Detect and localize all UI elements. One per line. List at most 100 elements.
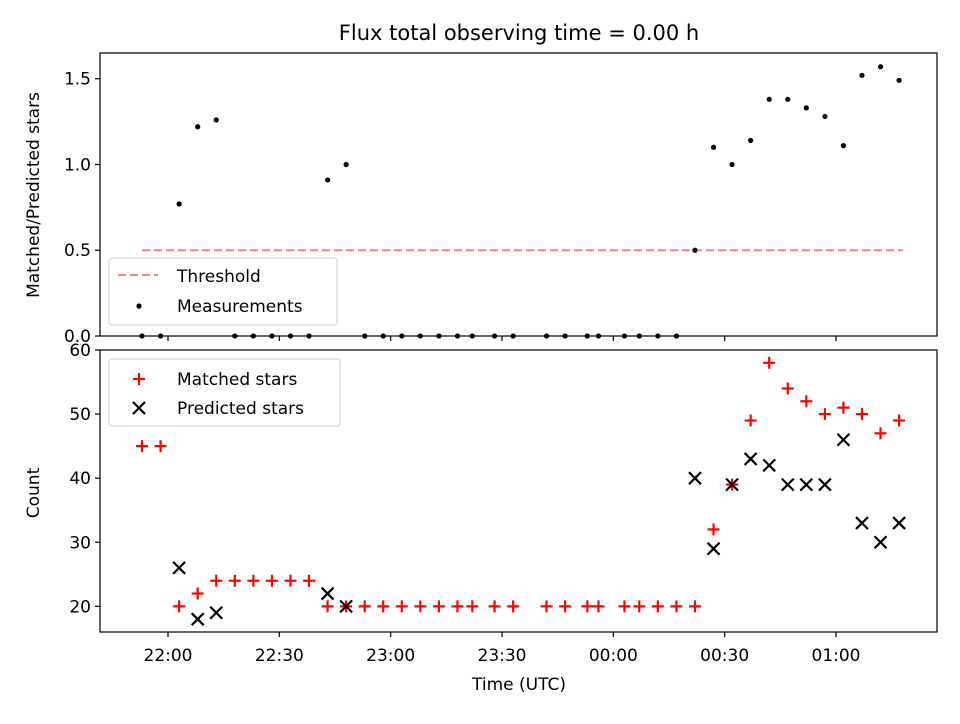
legend-matched-label: Matched stars	[177, 370, 297, 390]
matched-star-point	[744, 414, 757, 427]
x-tick-label: 00:30	[700, 646, 749, 666]
x-tick-label: 23:00	[366, 646, 415, 666]
matched-star-point	[136, 440, 149, 453]
predicted-star-point	[780, 477, 795, 492]
matched-star-point	[837, 401, 850, 414]
matched-star-point	[488, 600, 501, 613]
top-x-axis	[167, 336, 837, 341]
top-y-tick-label: 1.0	[64, 155, 91, 175]
measurement-point	[859, 72, 865, 78]
measurement-point	[692, 247, 698, 253]
bottom-y-tick-label: 30	[69, 533, 91, 553]
top-y-tick-label: 1.5	[64, 70, 91, 90]
x-tick-label: 22:00	[144, 646, 193, 666]
predicted-star-point	[799, 477, 814, 492]
matched-star-point	[592, 600, 605, 613]
top-y-tick-label: 0.0	[64, 327, 91, 347]
measurement-point	[710, 144, 717, 150]
bottom-y-tick-label: 40	[69, 469, 91, 489]
matched-star-point	[581, 600, 594, 613]
chart-title: Flux total observing time = 0.00 h	[339, 21, 699, 45]
legend-matched-swatch	[133, 373, 145, 385]
predicted-star-point	[706, 541, 721, 556]
predicted-star-point	[320, 586, 335, 601]
bottom-panel: 20 30 40 50 60 22:00 22:30 23:00 23:30 00:00 00:3…	[24, 341, 938, 666]
predicted-star-point	[688, 471, 702, 485]
predicted-star-point	[209, 605, 224, 620]
matched-star-point	[358, 600, 371, 613]
x-tick-label: 00:00	[589, 646, 638, 666]
legend-predicted-swatch	[132, 401, 146, 415]
top-panel: 0.0 0.5 1.0 1.5 Matched/Predicted stars Thr…	[24, 52, 938, 347]
bottom-legend: Matched stars Predicted stars	[108, 358, 341, 427]
measurement-point	[840, 143, 847, 149]
matched-star-point	[432, 600, 445, 613]
matched-star-point	[507, 600, 520, 613]
measurement-point	[729, 161, 735, 168]
matched-star-point	[228, 574, 241, 587]
legend-matched-marker	[133, 373, 145, 385]
predicted-star-point	[836, 432, 851, 447]
x-tick-label: 23:30	[478, 646, 527, 666]
measurement-point	[822, 113, 828, 120]
matched-star-point	[191, 587, 204, 600]
legend-measurements-label: Measurements	[177, 297, 303, 317]
predicted-star-point	[892, 516, 906, 530]
measurement-point	[324, 177, 331, 183]
bottom-plot-area	[136, 356, 906, 626]
measurement-point	[803, 105, 809, 111]
top-legend-box	[108, 257, 338, 326]
matched-star-point	[688, 600, 701, 613]
matched-star-point	[210, 574, 223, 587]
top-y-tick-label: 0.5	[64, 241, 91, 261]
measurement-point	[877, 64, 884, 70]
predicted-star-point	[190, 612, 205, 626]
legend-predicted-label: Predicted stars	[177, 399, 304, 419]
x-axis-label: Time (UTC)	[471, 675, 566, 695]
matched-star-point	[173, 600, 186, 613]
legend-threshold-label: Threshold	[176, 267, 261, 287]
predicted-star-point	[743, 452, 758, 466]
bottom-axes-frame	[99, 349, 938, 633]
measurement-point	[195, 124, 201, 130]
x-tick-label: 22:30	[255, 646, 304, 666]
predicted-star-point	[818, 477, 832, 492]
matched-star-point	[651, 600, 664, 613]
measurement-point	[785, 96, 791, 102]
matched-star-point	[377, 600, 390, 613]
matched-star-point	[265, 574, 278, 587]
matched-star-point	[670, 600, 683, 613]
measurement-point	[213, 117, 219, 123]
predicted-star-point	[339, 599, 353, 614]
predicted-star-point	[873, 535, 888, 550]
measurement-point	[176, 201, 182, 207]
measurement-point	[343, 161, 349, 168]
bottom-legend-box	[108, 358, 341, 427]
matched-star-point	[395, 600, 408, 613]
predicted-star-point	[762, 458, 776, 473]
matched-star-point	[540, 600, 553, 613]
matched-star-point	[707, 523, 720, 536]
matched-star-point	[321, 600, 334, 613]
bottom-y-tick-label: 50	[69, 405, 91, 425]
matched-star-point	[451, 600, 464, 613]
bottom-y-axis: 20 30 40 50 60	[69, 341, 100, 617]
measurement-point	[748, 137, 754, 144]
x-tick-label: 01:00	[812, 646, 861, 666]
matched-star-point	[466, 600, 479, 613]
top-axes-frame	[99, 52, 938, 337]
matched-star-point	[414, 600, 427, 613]
matched-star-point	[893, 414, 906, 427]
matched-star-point	[874, 427, 887, 440]
legend-measurements-swatch	[136, 303, 142, 309]
matched-star-point	[618, 600, 631, 613]
top-y-axis-label: Matched/Predicted stars	[24, 92, 44, 298]
top-y-axis: 0.0 0.5 1.0 1.5	[64, 70, 100, 347]
measurement-point	[896, 77, 902, 84]
bottom-y-axis-label: Count	[24, 467, 44, 518]
legend-predicted-marker	[132, 401, 146, 415]
bottom-x-axis: 22:00 22:30 23:00 23:30 00:00 00:30 01:00	[144, 632, 861, 666]
matched-star-point	[633, 600, 646, 613]
